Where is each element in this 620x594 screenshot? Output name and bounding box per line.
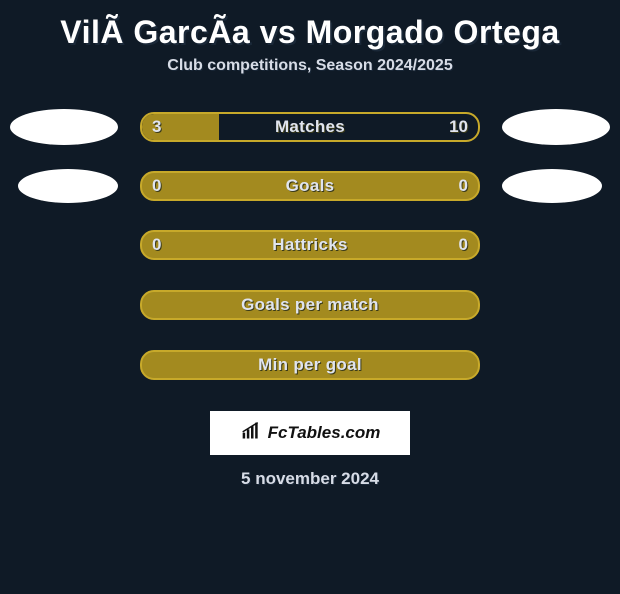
stat-label: Goals	[286, 176, 335, 196]
stat-label: Matches	[275, 117, 345, 137]
badge-spacer	[502, 227, 610, 263]
badge-spacer	[10, 287, 118, 323]
badge-spacer	[10, 227, 118, 263]
badge-spacer	[502, 287, 610, 323]
badge-spacer	[10, 347, 118, 383]
stat-value-left: 0	[152, 176, 161, 196]
badge-spacer	[502, 347, 610, 383]
stat-value-right: 0	[459, 176, 468, 196]
page-title: VilÃ GarcÃa vs Morgado Ortega	[0, 14, 620, 51]
brand-box: FcTables.com	[210, 411, 410, 455]
stat-row: 0 Hattricks 0	[0, 227, 620, 263]
player-badge-right	[502, 169, 602, 203]
stats-rows: 3 Matches 10 0 Goals 0 0 Hattricks 0 Goals per ma…	[0, 109, 620, 383]
stat-value-right: 10	[449, 117, 468, 137]
stat-value-right: 0	[459, 235, 468, 255]
footer-date: 5 november 2024	[0, 469, 620, 489]
stat-label: Hattricks	[272, 235, 347, 255]
player-badge-left	[18, 169, 118, 203]
stat-row: 0 Goals 0	[0, 169, 620, 203]
stat-bar: 3 Matches 10	[140, 112, 480, 142]
stat-bar: 0 Goals 0	[140, 171, 480, 201]
brand-text: FcTables.com	[268, 423, 381, 443]
chart-icon	[240, 421, 262, 446]
stat-bar: 0 Hattricks 0	[140, 230, 480, 260]
player-badge-left	[10, 109, 118, 145]
page-subtitle: Club competitions, Season 2024/2025	[0, 57, 620, 75]
stat-bar: Min per goal	[140, 350, 480, 380]
stat-value-left: 0	[152, 235, 161, 255]
stat-bar: Goals per match	[140, 290, 480, 320]
stat-row: Min per goal	[0, 347, 620, 383]
stat-row: Goals per match	[0, 287, 620, 323]
stat-row: 3 Matches 10	[0, 109, 620, 145]
stat-label: Min per goal	[258, 355, 362, 375]
stat-label: Goals per match	[241, 295, 379, 315]
player-badge-right	[502, 109, 610, 145]
stat-value-left: 3	[152, 117, 161, 137]
